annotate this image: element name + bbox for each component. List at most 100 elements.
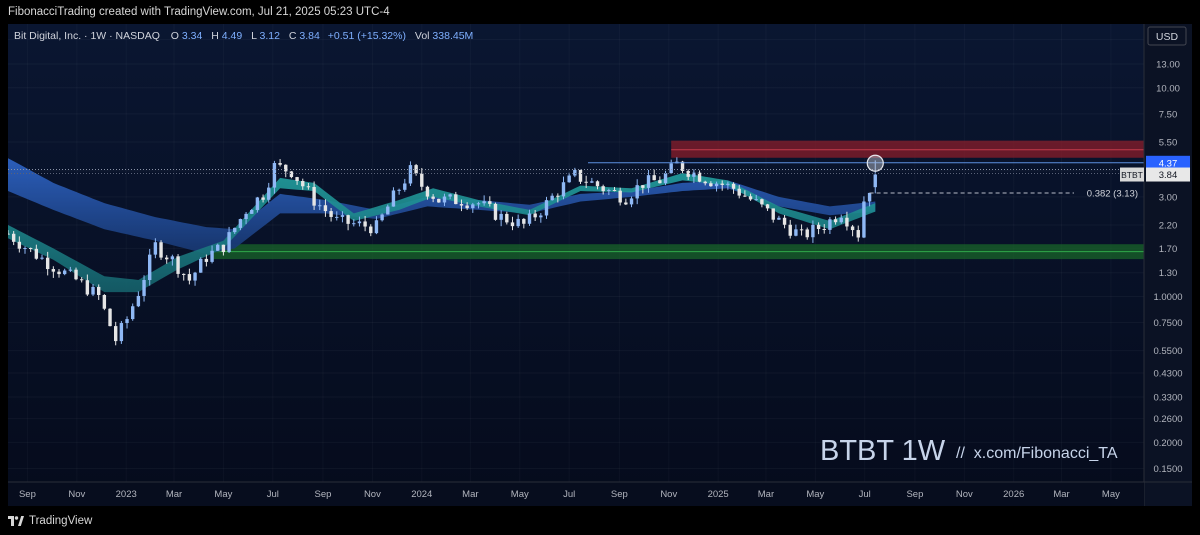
chart-background	[8, 24, 1192, 506]
candle-body	[629, 198, 634, 205]
candle-body	[159, 242, 163, 258]
candle-body	[527, 213, 532, 224]
last-price-tag	[1146, 167, 1190, 182]
attribution-bar: FibonacciTrading created with TradingVie…	[0, 0, 1200, 24]
candle-body	[187, 274, 192, 281]
candle-body	[238, 219, 243, 228]
legend-o-value: 3.34	[182, 30, 203, 42]
legend-o-label: O	[171, 30, 179, 42]
candle-body	[765, 204, 770, 209]
candle-body	[153, 242, 158, 255]
candle-body	[142, 280, 146, 296]
time-tick-label: Jul	[267, 489, 279, 500]
legend-c-value: 3.84	[299, 30, 320, 42]
candle-body	[386, 206, 390, 215]
candle-body	[306, 186, 311, 188]
candle-body	[760, 199, 764, 205]
candle-body	[267, 187, 271, 200]
price-tick-label: 0.2000	[1153, 438, 1182, 449]
candle-body	[573, 170, 577, 176]
legend-h-value: 4.49	[222, 30, 243, 42]
candle-body	[471, 204, 475, 209]
candle-body	[221, 244, 226, 253]
candle-body	[233, 227, 237, 233]
time-tick-label: Nov	[956, 489, 973, 500]
price-markers: 4.373.84 BTBT	[1120, 155, 1190, 182]
candle-body	[544, 200, 549, 216]
legend-vol-label: Vol	[415, 30, 430, 42]
candle-body	[856, 230, 860, 238]
candle-body	[499, 213, 503, 220]
ema-ribbon-outer	[8, 158, 876, 254]
candle-body	[516, 218, 520, 227]
time-tick-label: May	[214, 489, 232, 500]
price-tick-label: 7.50	[1159, 109, 1178, 120]
candle-body	[714, 183, 719, 187]
candle-body	[210, 250, 214, 262]
candle-body	[510, 222, 515, 227]
candle-body	[680, 161, 685, 171]
candle-body	[845, 217, 849, 227]
candle-body	[255, 197, 260, 210]
candle-body	[850, 226, 855, 231]
candle-body	[556, 195, 560, 197]
time-axis[interactable]: Sep Nov 2023 Mar May Jul Sep Nov 2024 Mar May Jul Se…	[8, 481, 1192, 506]
price-tick-label: 0.5500	[1153, 346, 1182, 357]
candle-body	[697, 172, 702, 182]
candle-body	[278, 162, 282, 165]
zones	[212, 140, 1144, 260]
time-tick-label: Nov	[364, 489, 381, 500]
time-tick-label: Sep	[906, 489, 923, 500]
candle-body	[425, 186, 430, 197]
footer: TradingView	[0, 508, 1200, 535]
symbol-tag	[1120, 167, 1144, 182]
candle-body	[272, 162, 277, 188]
currency-button[interactable]: USD	[1147, 26, 1187, 46]
candle-body	[244, 213, 248, 220]
ema-ribbons	[8, 158, 876, 293]
currency-label[interactable]: USD	[1156, 31, 1179, 43]
time-tick-label: Mar	[462, 489, 478, 500]
candle-body	[357, 221, 362, 224]
candle-body	[346, 215, 350, 224]
time-tick-label: Sep	[19, 489, 36, 500]
time-tick-label: May	[806, 489, 824, 500]
candle-body	[17, 241, 22, 249]
price-chart[interactable]: 0.382 (3.13) BTBT 1W // x.com/Fibonacci_…	[8, 24, 1192, 506]
time-tick-label: May	[511, 489, 529, 500]
candle-body	[68, 269, 73, 271]
watermark: BTBT 1W // x.com/Fibonacci_TA	[820, 435, 1118, 467]
time-tick-label: Jul	[563, 489, 575, 500]
last-price-tag-label: 3.84	[1159, 170, 1178, 181]
candle-body	[57, 271, 61, 275]
candle-body	[539, 215, 543, 218]
candle-body	[731, 183, 736, 189]
price-tick-label: 1.0000	[1153, 292, 1182, 303]
watermark-handle: // x.com/Fibonacci_TA	[956, 445, 1118, 462]
candle-body	[618, 190, 622, 203]
candle-body	[323, 205, 328, 212]
high-circle-marker	[866, 154, 884, 172]
candle-body	[567, 175, 571, 183]
price-tick-label: 0.2600	[1153, 414, 1182, 425]
candle-body	[459, 204, 464, 206]
candle-body	[799, 229, 804, 231]
candle-body	[28, 248, 33, 250]
price-axis[interactable]: 17.0013.0010.007.505.504.003.002.201.701…	[1143, 24, 1192, 506]
legend-l-label: L	[251, 30, 257, 42]
candle-body	[216, 244, 220, 251]
high-price-tag	[1146, 155, 1190, 170]
candle-body	[669, 163, 673, 174]
candle-body	[125, 319, 129, 324]
price-tick-label: 0.7500	[1153, 318, 1182, 329]
candle-body	[584, 181, 588, 183]
candle-body	[578, 170, 583, 182]
candle-body	[136, 295, 141, 307]
candle-body	[550, 195, 554, 201]
candle-body	[873, 174, 877, 188]
candle-body	[91, 286, 95, 295]
time-tick-label: 2026	[1003, 489, 1024, 500]
tradingview-logo[interactable]: TradingView	[8, 515, 92, 527]
price-tick-label: 1.30	[1159, 268, 1178, 279]
tradingview-brand: TradingView	[29, 515, 93, 527]
